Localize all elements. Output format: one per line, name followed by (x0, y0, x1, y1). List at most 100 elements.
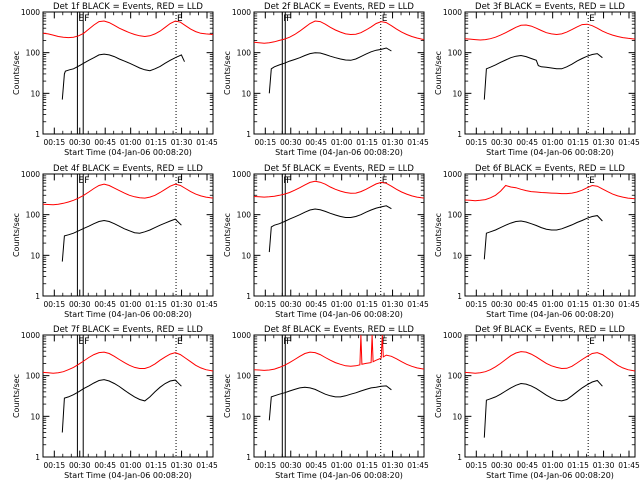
x-tick-label: 00:45 (94, 300, 116, 309)
attenuator-marker-label: F (84, 14, 89, 24)
attenuator-marker-label: E (177, 14, 183, 24)
chart-panel-4: Det 4f BLACK = Events, RED = LLD 1 10 100 10… (12, 164, 218, 319)
y-tick-label: 1 (457, 130, 462, 139)
y-axis-label: Counts/sec (434, 374, 443, 418)
chart-title: Det 2f BLACK = Events, RED = LLD (264, 2, 414, 12)
x-tick-label: 00:15 (254, 300, 276, 309)
events-series-line (483, 53, 603, 100)
y-tick-label: 1 (35, 130, 40, 139)
plot-frame (464, 11, 636, 135)
x-axis-label: Start Time (04-Jan-06 00:08:20) (275, 148, 403, 157)
x-tick-label: 01:45 (407, 461, 429, 470)
lld-series-line (42, 183, 214, 206)
y-tick-label: 100 (26, 49, 41, 58)
y-axis-label: Counts/sec (223, 213, 232, 257)
lld-series-line (42, 351, 214, 374)
attenuator-marker-label: F (283, 337, 288, 347)
x-tick-label: 01:45 (618, 300, 640, 309)
y-tick-label: 100 (237, 49, 252, 58)
x-tick-label: 01:00 (331, 300, 353, 309)
x-tick-label: 00:30 (69, 461, 91, 470)
y-tick-label: 100 (26, 211, 41, 220)
x-tick-label: 01:00 (542, 138, 564, 147)
attenuator-marker-label: E (382, 14, 388, 24)
x-tick-label: 01:00 (542, 461, 564, 470)
events-series-line (483, 215, 603, 260)
x-tick-label: 01:30 (171, 461, 193, 470)
x-tick-label: 01:30 (382, 138, 404, 147)
y-axis-label: Counts/sec (223, 374, 232, 418)
x-tick-label: 01:45 (618, 461, 640, 470)
attenuator-marker-label: E (78, 337, 84, 347)
x-tick-label: 01:15 (567, 138, 589, 147)
x-tick-label: 01:15 (145, 461, 167, 470)
x-tick-label: 01:00 (120, 461, 142, 470)
x-tick-label: 01:15 (567, 461, 589, 470)
plot-frame (464, 173, 636, 297)
events-series-line (268, 385, 392, 421)
y-tick-label: 10 (30, 251, 40, 260)
y-tick-label: 1000 (21, 331, 40, 340)
x-tick-label: 01:15 (356, 461, 378, 470)
x-tick-label: 01:45 (618, 138, 640, 147)
y-tick-label: 100 (26, 372, 41, 381)
y-axis-label: Counts/sec (434, 213, 443, 257)
x-tick-label: 00:45 (94, 138, 116, 147)
x-tick-label: 00:30 (280, 300, 302, 309)
y-tick-label: 100 (237, 372, 252, 381)
lld-series-line (464, 184, 636, 202)
attenuator-marker-label: F (283, 14, 288, 24)
x-tick-label: 01:45 (407, 138, 429, 147)
x-tick-label: 00:45 (305, 461, 327, 470)
y-tick-label: 10 (241, 412, 251, 421)
chart-panel-7: Det 7f BLACK = Events, RED = LLD 1 10 100 10… (12, 325, 218, 480)
x-tick-label: 01:30 (382, 300, 404, 309)
events-series-line (483, 379, 603, 438)
events-series-line (268, 47, 392, 94)
y-axis-label: Counts/sec (12, 213, 21, 257)
x-axis-label: Start Time (04-Jan-06 00:08:20) (486, 148, 614, 157)
lld-series-line (253, 180, 425, 199)
x-axis-label: Start Time (04-Jan-06 00:08:20) (64, 310, 192, 319)
chart-title: Det 9f BLACK = Events, RED = LLD (475, 325, 625, 335)
y-axis-label: Counts/sec (12, 51, 21, 95)
y-tick-label: 10 (30, 412, 40, 421)
y-tick-label: 1000 (21, 170, 40, 179)
y-tick-label: 1000 (443, 8, 462, 17)
y-tick-label: 10 (30, 89, 40, 98)
x-tick-label: 01:45 (196, 461, 218, 470)
x-tick-label: 00:15 (465, 461, 487, 470)
y-tick-label: 100 (237, 211, 252, 220)
attenuator-marker-label: E (177, 176, 183, 186)
plot-frame (253, 11, 425, 135)
x-tick-label: 01:00 (331, 461, 353, 470)
y-tick-label: 1000 (232, 8, 251, 17)
attenuator-marker-label: E (177, 337, 183, 347)
y-tick-label: 1000 (443, 331, 462, 340)
y-tick-label: 1000 (21, 8, 40, 17)
chart-title: Det 5f BLACK = Events, RED = LLD (264, 164, 414, 174)
x-tick-label: 00:15 (254, 138, 276, 147)
chart-title: Det 1f BLACK = Events, RED = LLD (53, 2, 203, 12)
y-tick-label: 100 (448, 372, 463, 381)
x-tick-label: 01:15 (145, 300, 167, 309)
plot-frame (464, 334, 636, 458)
plot-frame (42, 334, 214, 458)
lld-series-line (464, 351, 636, 374)
plot-frame (42, 11, 214, 135)
x-axis-label: Start Time (04-Jan-06 00:08:20) (64, 471, 192, 480)
x-tick-label: 00:30 (491, 138, 513, 147)
events-series-line (61, 53, 185, 100)
x-tick-label: 01:45 (407, 300, 429, 309)
x-axis-label: Start Time (04-Jan-06 00:08:20) (486, 310, 614, 319)
y-tick-label: 100 (448, 49, 463, 58)
y-tick-label: 10 (452, 89, 462, 98)
plot-frame (42, 173, 214, 297)
x-tick-label: 00:15 (465, 138, 487, 147)
y-tick-label: 1 (35, 292, 40, 301)
x-tick-label: 00:30 (69, 138, 91, 147)
events-series-line (61, 218, 182, 262)
x-tick-label: 01:45 (196, 138, 218, 147)
x-tick-label: 00:15 (43, 461, 65, 470)
